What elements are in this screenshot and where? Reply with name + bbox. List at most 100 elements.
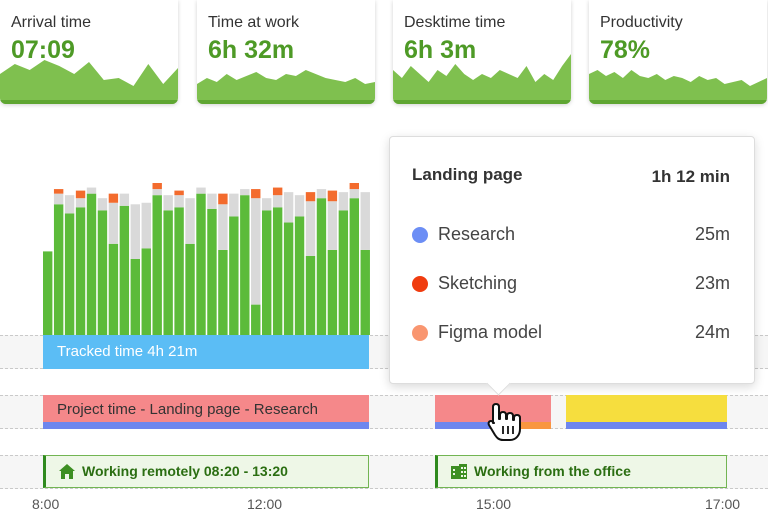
- bar-neutral-14[interactable]: [196, 187, 206, 194]
- tooltip-title: Landing page: [412, 165, 523, 184]
- bar-neutral-11[interactable]: [163, 195, 173, 211]
- bar-neutral-21[interactable]: [272, 195, 283, 208]
- bar-productive-3[interactable]: [75, 207, 86, 335]
- kpi-card-time-at-work[interactable]: Time at work 6h 32m: [197, 0, 375, 104]
- bar-neutral-16[interactable]: [218, 204, 228, 250]
- activity-bar-chart: [43, 183, 370, 335]
- bar-productive-23[interactable]: [294, 216, 305, 335]
- bar-productive-7[interactable]: [119, 205, 130, 335]
- tooltip-row-figma-model: Figma model 24m: [412, 321, 730, 345]
- bar-productive-19[interactable]: [251, 304, 261, 335]
- bar-neutral-28[interactable]: [349, 189, 359, 199]
- bar-neutral-22[interactable]: [283, 192, 294, 223]
- bar-neutral-5[interactable]: [97, 198, 108, 211]
- axis-tick-8: 8:00: [32, 496, 60, 512]
- kpi-label: Arrival time: [11, 14, 92, 31]
- bar-neutral-13[interactable]: [185, 198, 195, 244]
- bar-neutral-10[interactable]: [152, 189, 162, 196]
- bar-unproductive-24[interactable]: [305, 192, 316, 202]
- location-label: Working from the office: [474, 463, 631, 479]
- bar-unproductive-28[interactable]: [349, 183, 359, 190]
- kpi-sparkline: [197, 70, 375, 104]
- bar-neutral-27[interactable]: [338, 192, 349, 211]
- bar-productive-18[interactable]: [240, 195, 250, 335]
- tracked-time-segment[interactable]: Tracked time 4h 21m: [43, 335, 369, 369]
- bar-neutral-23[interactable]: [294, 195, 305, 217]
- bar-neutral-12[interactable]: [174, 195, 184, 208]
- location-working-remotely[interactable]: Working remotely 08:20 - 13:20: [43, 455, 369, 488]
- project-strip-research: [435, 422, 490, 429]
- bar-neutral-7[interactable]: [119, 193, 130, 206]
- bar-neutral-17[interactable]: [229, 193, 239, 217]
- project-strip: [43, 422, 369, 429]
- bar-productive-0[interactable]: [43, 251, 53, 335]
- tooltip-item-name: Figma model: [438, 322, 543, 342]
- project-segment-yellow[interactable]: [566, 395, 727, 429]
- bar-productive-4[interactable]: [86, 193, 97, 335]
- bar-productive-16[interactable]: [218, 249, 228, 335]
- bar-unproductive-6[interactable]: [108, 193, 119, 203]
- bar-productive-5[interactable]: [97, 210, 108, 335]
- bar-productive-6[interactable]: [108, 243, 119, 335]
- bar-productive-28[interactable]: [349, 198, 359, 335]
- bar-neutral-26[interactable]: [327, 201, 338, 250]
- kpi-card-desktime-time[interactable]: Desktime time 6h 3m: [393, 0, 571, 104]
- bar-neutral-4[interactable]: [86, 187, 97, 194]
- project-time-label: Project time - Landing page - Research: [57, 401, 318, 418]
- bar-unproductive-3[interactable]: [75, 190, 86, 199]
- bar-productive-11[interactable]: [163, 210, 173, 335]
- research-color-dot: [412, 227, 428, 243]
- bar-productive-27[interactable]: [338, 210, 349, 335]
- bar-unproductive-16[interactable]: [218, 193, 228, 205]
- bar-productive-29[interactable]: [360, 249, 370, 335]
- project-segment-research[interactable]: Project time - Landing page - Research: [43, 395, 369, 429]
- bar-productive-22[interactable]: [283, 222, 294, 335]
- bar-unproductive-12[interactable]: [174, 190, 184, 196]
- bar-neutral-19[interactable]: [251, 198, 261, 305]
- kpi-card-arrival-time[interactable]: Arrival time 07:09: [0, 0, 178, 104]
- location-working-from-office[interactable]: Working from the office: [435, 455, 727, 488]
- bar-neutral-24[interactable]: [305, 201, 316, 256]
- sparkline-area: [589, 70, 767, 104]
- bar-neutral-6[interactable]: [108, 202, 119, 244]
- bar-neutral-25[interactable]: [316, 189, 327, 199]
- bar-neutral-9[interactable]: [141, 202, 151, 249]
- bar-productive-1[interactable]: [53, 204, 64, 335]
- tracked-time-label: Tracked time 4h 21m: [57, 343, 198, 360]
- bar-neutral-1[interactable]: [53, 193, 64, 205]
- bar-productive-24[interactable]: [305, 255, 316, 335]
- bar-neutral-18[interactable]: [240, 189, 250, 196]
- sparkline-area: [197, 70, 375, 104]
- bar-productive-2[interactable]: [64, 213, 75, 335]
- bar-productive-17[interactable]: [229, 216, 239, 335]
- bar-productive-15[interactable]: [207, 208, 217, 335]
- figma-model-color-dot: [412, 325, 428, 341]
- project-strip-figma: [520, 422, 551, 429]
- bar-unproductive-10[interactable]: [152, 183, 162, 190]
- kpi-card-productivity[interactable]: Productivity 78%: [589, 0, 767, 104]
- bar-unproductive-21[interactable]: [272, 187, 283, 196]
- bar-unproductive-19[interactable]: [251, 189, 261, 199]
- bar-unproductive-26[interactable]: [327, 190, 338, 202]
- bar-neutral-2[interactable]: [64, 195, 75, 214]
- bar-productive-12[interactable]: [174, 207, 184, 335]
- bar-neutral-8[interactable]: [130, 204, 140, 259]
- bar-productive-20[interactable]: [262, 210, 272, 335]
- bar-productive-25[interactable]: [316, 198, 327, 335]
- bar-neutral-15[interactable]: [207, 193, 217, 209]
- tooltip-item-name: Sketching: [438, 273, 518, 293]
- bar-productive-14[interactable]: [196, 193, 206, 335]
- tooltip-item-name: Research: [438, 224, 516, 244]
- bar-productive-8[interactable]: [130, 259, 140, 335]
- bar-neutral-20[interactable]: [262, 198, 272, 211]
- bar-neutral-29[interactable]: [360, 192, 370, 250]
- bar-productive-21[interactable]: [272, 207, 283, 335]
- bar-productive-9[interactable]: [141, 248, 151, 335]
- bar-productive-13[interactable]: [185, 243, 195, 335]
- sparkline-area: [0, 60, 178, 104]
- bar-neutral-3[interactable]: [75, 198, 86, 208]
- bar-unproductive-1[interactable]: [53, 189, 64, 194]
- bar-productive-26[interactable]: [327, 249, 338, 335]
- sparkline-area: [393, 54, 571, 104]
- bar-productive-10[interactable]: [152, 195, 162, 335]
